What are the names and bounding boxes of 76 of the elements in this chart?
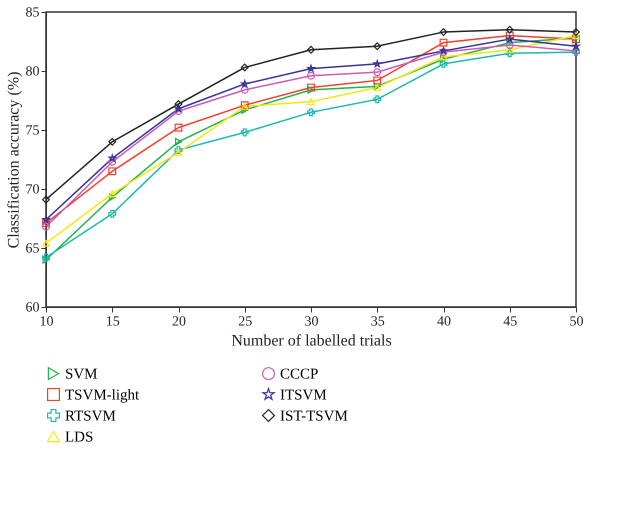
point (506, 38, 514, 47)
point (174, 104, 182, 112)
point (373, 42, 382, 50)
legend-label: SVM (65, 366, 98, 383)
point (506, 49, 514, 58)
point (108, 154, 116, 162)
point (241, 106, 248, 114)
x-tick-label: 35 (370, 314, 385, 330)
point (240, 64, 249, 72)
point (307, 72, 315, 80)
point (572, 28, 580, 36)
x-tick-label: 25 (238, 314, 252, 330)
point (506, 41, 514, 49)
x-tick-label: 30 (304, 314, 318, 330)
point (174, 138, 182, 146)
point (108, 167, 116, 176)
y-tick-label: 65 (26, 242, 40, 256)
point (307, 84, 315, 92)
point (108, 193, 116, 202)
point (440, 38, 448, 47)
point (572, 32, 580, 40)
x-tick-label: 20 (172, 314, 186, 330)
point (373, 76, 382, 84)
point (174, 107, 182, 116)
x-tick-label: 40 (437, 314, 451, 330)
point (440, 48, 448, 56)
point (42, 222, 50, 231)
y-tick-label: 80 (26, 64, 40, 80)
legend-label: IST-TSVM (280, 408, 348, 424)
point (307, 46, 315, 54)
point (174, 148, 182, 156)
point (373, 60, 382, 68)
legend-label: ITSVM (280, 388, 327, 404)
point (440, 53, 448, 60)
point (42, 256, 50, 264)
point (506, 32, 514, 40)
point (42, 253, 50, 262)
point (440, 28, 448, 36)
point (373, 68, 382, 76)
x-tick-label: 10 (40, 314, 54, 330)
point (108, 190, 116, 198)
point (506, 35, 514, 42)
point (440, 55, 448, 64)
point (572, 42, 580, 50)
point (373, 95, 382, 104)
point (174, 124, 182, 132)
point (240, 86, 249, 94)
point (108, 158, 116, 166)
legend-label: CCCP (280, 366, 318, 383)
point (307, 98, 315, 106)
x-axis-title: Number of labelled trials (231, 332, 392, 350)
point (240, 128, 249, 136)
point (174, 100, 182, 108)
point (42, 240, 50, 247)
y-axis-title: Classification accuracy (%) (6, 72, 22, 248)
point (307, 64, 315, 72)
point (108, 210, 116, 218)
legend-label: LDS (65, 430, 94, 446)
point (42, 219, 50, 228)
point (506, 26, 514, 34)
legend-label: RTSVM (65, 408, 116, 424)
x-tick-label: 45 (503, 314, 518, 330)
x-tick-label: 50 (570, 314, 584, 330)
x-tick-label: 15 (106, 314, 120, 330)
point (506, 46, 514, 54)
y-tick-label: 60 (26, 300, 40, 316)
point (108, 138, 116, 146)
y-tick-label: 75 (26, 124, 40, 138)
point (373, 84, 382, 92)
point (42, 216, 50, 223)
point (42, 196, 50, 204)
point (307, 108, 315, 116)
y-tick-label: 70 (26, 182, 40, 198)
legend-label: TSVM-light (65, 388, 140, 404)
point (440, 60, 448, 68)
y-tick-label: 85 (26, 6, 40, 20)
